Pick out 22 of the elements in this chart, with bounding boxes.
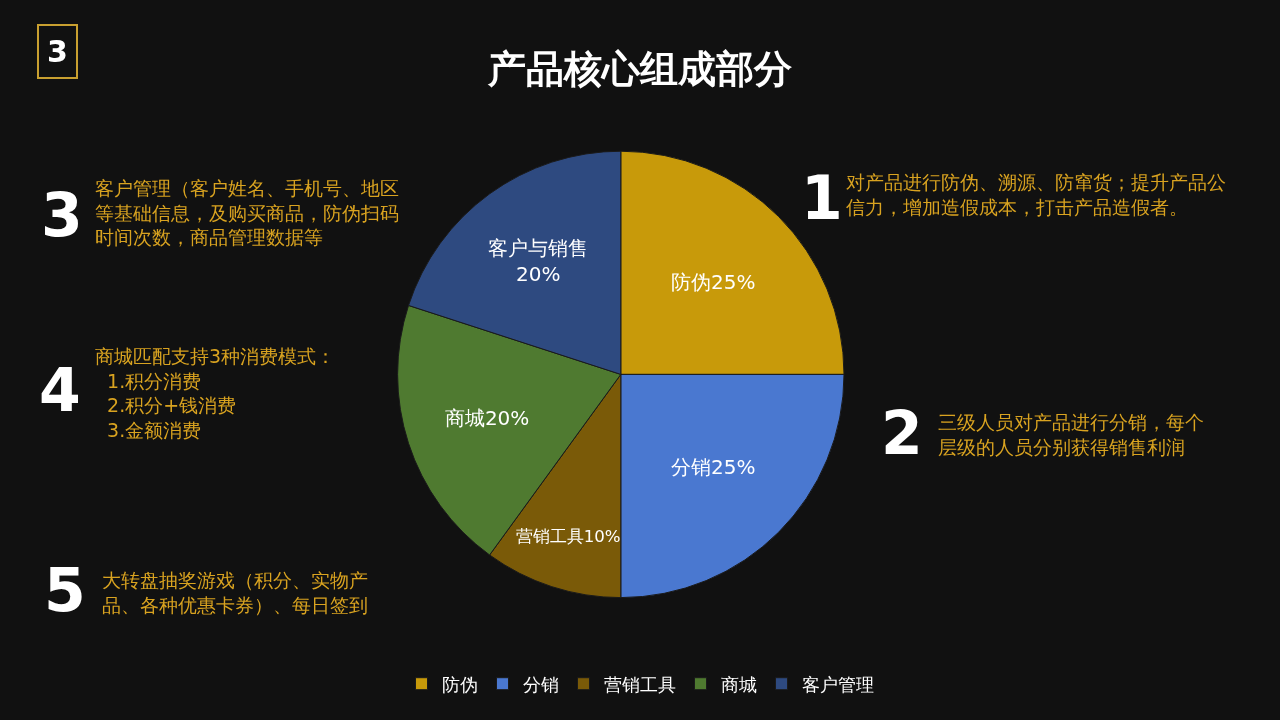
text: 3 (41, 180, 83, 250)
data-label: 营销工具10% (515, 527, 621, 547)
text: 5 (44, 555, 86, 625)
text: 商城匹配支持3种消费模式： 1.积分消费 2.积分+钱消费 3.金额消费 (95, 345, 336, 442)
text: 大转盘抽奖游戏（积分、实物产品、各种优惠卡券）、每日签到 (102, 569, 368, 616)
data-label: 防伪25% (671, 269, 756, 294)
data-label: 客户与销售 20% (488, 235, 589, 286)
legend-label: 营销工具 (603, 673, 676, 695)
text: 4 (39, 355, 81, 425)
text: 对产品进行防伪、溯源、防窜货；提升产品公信力，增加造假成本，打击产品造假者。 (846, 171, 1226, 218)
legend-label: 客户管理 (801, 673, 874, 695)
data-label: 分销25% (671, 454, 756, 479)
legend-label: 分销 (522, 673, 559, 695)
text: 2 (881, 398, 923, 468)
legend-label: 防伪 (441, 673, 478, 695)
legend-label: 商城 (720, 673, 757, 695)
text: 三级人员对产品进行分销，每个层级的人员分别获得销售利润 (938, 411, 1204, 458)
text: 1 (801, 163, 843, 233)
chart-title: 产品核心组成部分 (487, 46, 792, 91)
text: 客户管理（客户姓名、手机号、地区等基础信息，及购买商品，防伪扫码时间次数，商品管理数据等 (95, 177, 399, 249)
text: 3 (47, 34, 68, 69)
data-label: 商城20% (444, 405, 530, 430)
